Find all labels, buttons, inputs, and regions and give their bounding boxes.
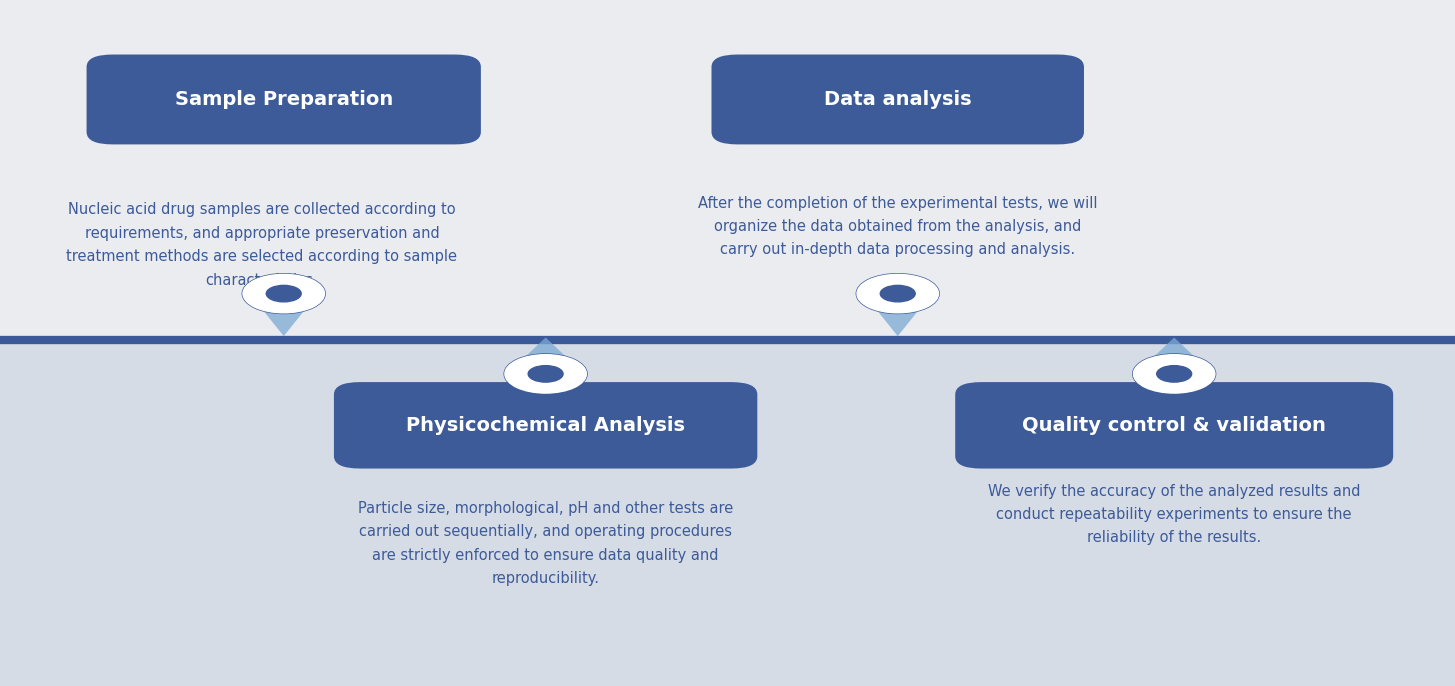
Text: After the completion of the experimental tests, we will
organize the data obtain: After the completion of the experimental… [698,196,1097,257]
Circle shape [880,285,915,302]
Text: Quality control & validation: Quality control & validation [1023,416,1326,435]
Circle shape [528,366,563,382]
Circle shape [266,285,301,302]
Text: Sample Preparation: Sample Preparation [175,90,393,109]
Circle shape [243,274,324,313]
FancyBboxPatch shape [0,0,1455,340]
Text: Data analysis: Data analysis [824,90,972,109]
Polygon shape [263,311,304,336]
FancyBboxPatch shape [956,382,1394,469]
Text: We verify the accuracy of the analyzed results and
conduct repeatability experim: We verify the accuracy of the analyzed r… [988,484,1360,545]
Polygon shape [525,338,566,357]
Circle shape [1157,366,1192,382]
Text: Physicochemical Analysis: Physicochemical Analysis [406,416,685,435]
FancyBboxPatch shape [711,55,1084,145]
Polygon shape [877,311,918,336]
FancyBboxPatch shape [0,340,1455,686]
Text: Particle size, morphological, pH and other tests are
carried out sequentially, a: Particle size, morphological, pH and oth… [358,501,733,586]
Circle shape [505,355,586,393]
Polygon shape [1154,338,1195,357]
FancyBboxPatch shape [87,55,480,145]
Circle shape [857,274,938,313]
Text: Nucleic acid drug samples are collected according to
requirements, and appropria: Nucleic acid drug samples are collected … [67,202,457,287]
Circle shape [1133,355,1215,393]
FancyBboxPatch shape [335,382,758,469]
